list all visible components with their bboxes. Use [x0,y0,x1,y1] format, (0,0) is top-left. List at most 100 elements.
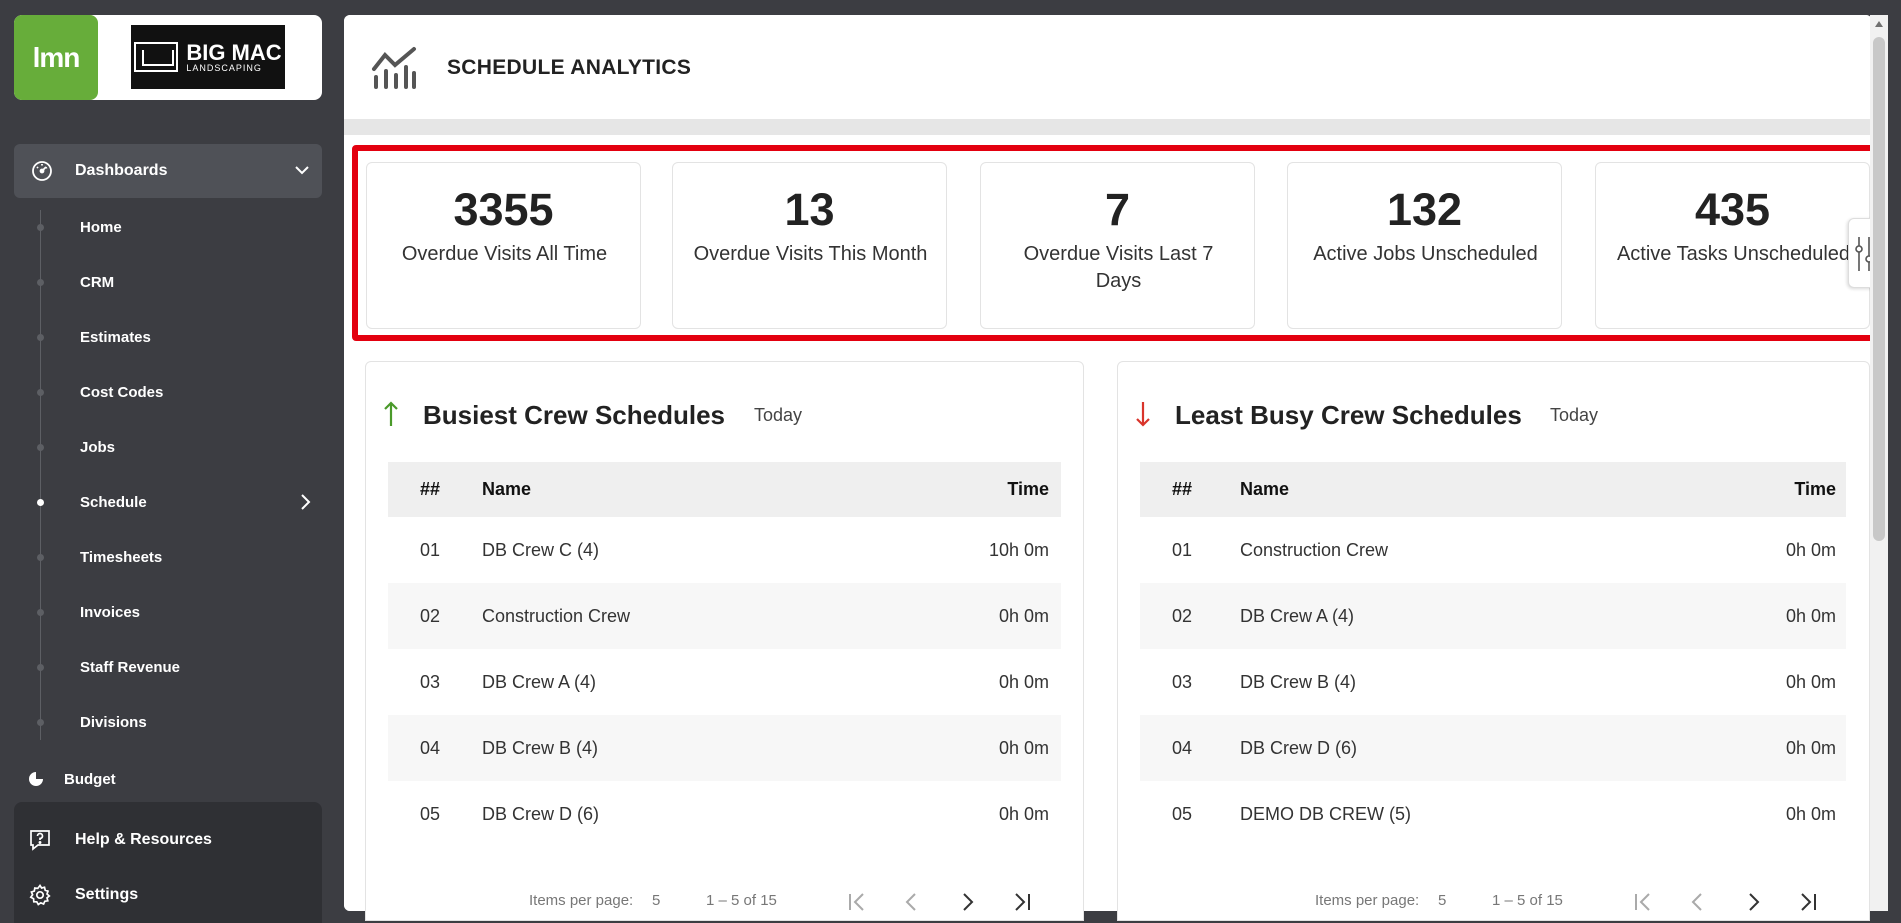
sidebar-item-timesheets[interactable]: Timesheets [0,537,335,577]
nav-dot [37,608,44,616]
sidebar-item-label: Estimates [80,328,151,346]
row-name: DB Crew B (4) [1240,672,1357,692]
page-size-select[interactable]: 5 [652,892,661,909]
nav-budget[interactable]: Budget [28,768,116,790]
busiest-range[interactable]: Today [754,405,803,425]
row-num: 02 [420,606,441,626]
nav-help-resources[interactable]: Help & Resources [14,820,322,860]
sidebar-item-cost-codes[interactable]: Cost Codes [0,372,335,412]
row-name: DB Crew B (4) [482,738,599,758]
row-num: 01 [420,540,441,560]
least-busy-range[interactable]: Today [1550,405,1599,425]
table-row[interactable]: 03 DB Crew A (4) 0h 0m [388,649,1061,715]
items-per-page-label: Items per page: [1315,892,1420,909]
sidebar-item-label: Home [80,218,122,236]
sidebar-item-estimates[interactable]: Estimates [0,317,335,357]
chevron-down-icon[interactable] [292,160,312,180]
sidebar-item-crm[interactable]: CRM [0,262,335,302]
prev-page-icon[interactable] [901,890,923,914]
nav-dot [37,443,44,451]
least-busy-crew-card: Least Busy Crew Schedules Today ## Name … [1117,361,1870,921]
stat-card-overdue-all-time[interactable]: 3355 Overdue Visits All Time [366,162,641,329]
stat-value: 3355 [453,184,554,235]
row-time: 0h 0m [998,672,1049,692]
row-time: 0h 0m [998,738,1049,758]
sidebar: lmn BIG MAC LANDSCAPING Dashboards Home … [0,0,335,923]
col-num-header[interactable]: ## [420,479,441,499]
nav-dot-active [37,498,44,506]
table-row[interactable]: 05 DB Crew D (6) 0h 0m [388,781,1061,847]
table-row[interactable]: 04 DB Crew B (4) 0h 0m [388,715,1061,781]
sidebar-item-staff-revenue[interactable]: Staff Revenue [0,647,335,687]
brand-logos[interactable]: lmn BIG MAC LANDSCAPING [14,15,322,100]
next-page-icon[interactable] [956,890,978,914]
company-logo-mark [134,42,179,72]
col-time-header[interactable]: Time [1794,479,1836,499]
help-icon [30,830,50,851]
table-row[interactable]: 05 DEMO DB CREW (5) 0h 0m [1140,781,1846,847]
page-size-select[interactable]: 5 [1438,892,1447,909]
sidebar-footer: Help & Resources Settings [14,802,322,923]
next-page-icon[interactable] [1742,890,1764,914]
row-name: Construction Crew [1240,540,1389,560]
least-busy-title: Least Busy Crew Schedules [1175,400,1522,430]
nav-settings-label: Settings [75,886,139,903]
row-name: DB Crew D (6) [482,804,600,824]
stat-card-active-tasks-unscheduled[interactable]: 435 Active Tasks Unscheduled [1595,162,1870,329]
items-per-page-label: Items per page: [529,892,634,909]
table-row[interactable]: 02 Construction Crew 0h 0m [388,583,1061,649]
stat-card-active-jobs-unscheduled[interactable]: 132 Active Jobs Unscheduled [1287,162,1562,329]
sidebar-item-label: CRM [80,273,115,291]
stat-caption: Overdue Visits This Month [693,243,928,265]
last-page-icon[interactable] [1011,890,1033,914]
sidebar-item-home[interactable]: Home [0,207,335,247]
first-page-icon[interactable] [1632,890,1654,914]
vertical-scrollbar[interactable] [1870,15,1888,911]
row-time: 0h 0m [1785,804,1836,824]
stat-caption: Overdue Visits Last 7 Days [1023,243,1214,292]
row-time: 0h 0m [998,606,1049,626]
paginator: Items per page: 5 1 – 5 of 15 [1118,882,1869,922]
col-num-header[interactable]: ## [1172,479,1193,499]
nav-dot [37,388,44,396]
table-header: ## Name Time [1140,462,1846,517]
table-row[interactable]: 01 DB Crew C (4) 10h 0m [388,517,1061,583]
nav-dashboards[interactable]: Dashboards [14,144,322,198]
last-page-icon[interactable] [1797,890,1819,914]
row-num: 04 [1172,738,1193,758]
table-row[interactable]: 03 DB Crew B (4) 0h 0m [1140,649,1846,715]
row-name: DB Crew A (4) [1240,606,1355,626]
sidebar-item-divisions[interactable]: Divisions [0,702,335,742]
stat-value: 7 [1104,184,1131,235]
lmn-logo: lmn [14,15,98,100]
table-row[interactable]: 04 DB Crew D (6) 0h 0m [1140,715,1846,781]
arrow-down-icon [1136,402,1150,427]
col-time-header[interactable]: Time [1007,479,1049,499]
col-name-header[interactable]: Name [482,479,532,499]
scroll-up-arrow[interactable] [1875,21,1883,27]
stat-card-overdue-this-month[interactable]: 13 Overdue Visits This Month [672,162,947,329]
col-name-header[interactable]: Name [1240,479,1290,499]
nav-settings[interactable]: Settings [14,875,322,915]
row-time: 0h 0m [1785,606,1836,626]
nav-dashboards-label: Dashboards [75,162,168,179]
table-row[interactable]: 01 Construction Crew 0h 0m [1140,517,1846,583]
chart-trend-icon [372,47,416,89]
table-row[interactable]: 02 DB Crew A (4) 0h 0m [1140,583,1846,649]
page-header: SCHEDULE ANALYTICS [344,15,1872,119]
stat-card-overdue-last-7-days[interactable]: 7 Overdue Visits Last 7 Days [980,162,1255,329]
sidebar-item-schedule[interactable]: Schedule [0,482,335,522]
stat-value: 13 [784,184,835,235]
row-num: 01 [1172,540,1193,560]
nav-dot [37,663,44,671]
company-logo-line1: BIG MAC [186,39,282,65]
prev-page-icon[interactable] [1687,890,1709,914]
row-num: 05 [420,804,441,824]
scrollbar-thumb[interactable] [1873,37,1885,541]
sidebar-item-invoices[interactable]: Invoices [0,592,335,632]
row-time: 0h 0m [998,804,1049,824]
sidebar-item-jobs[interactable]: Jobs [0,427,335,467]
first-page-icon[interactable] [846,890,868,914]
page-range-label: 1 – 5 of 15 [706,892,777,909]
row-num: 05 [1172,804,1193,824]
